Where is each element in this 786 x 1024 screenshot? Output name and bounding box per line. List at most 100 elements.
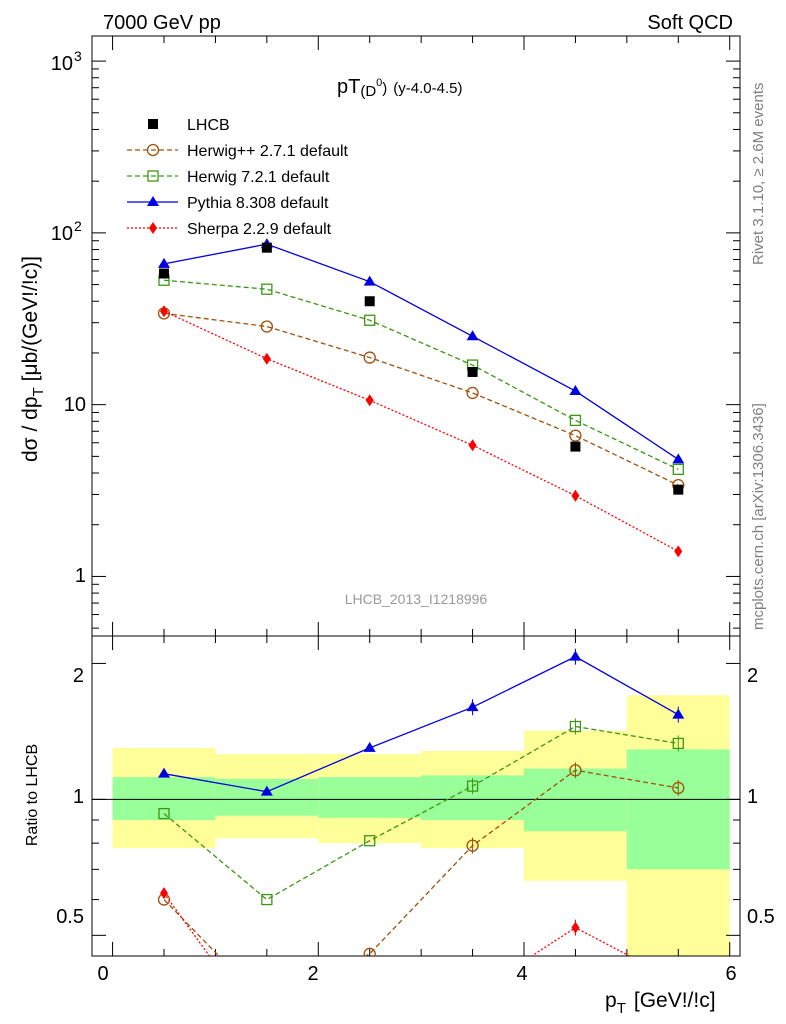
sherpa-2-2-9-default-point — [571, 489, 580, 502]
inner-band-bin — [524, 768, 627, 832]
legend-marker-sherpa-2-2-9-default — [149, 222, 157, 234]
herwig-2-7-1-default-point — [569, 764, 582, 777]
sherpa-2-2-9-default-point — [571, 921, 580, 934]
header-right: Soft QCD — [647, 12, 733, 34]
ratio-tick-label-0.5-right: 0.5 — [747, 906, 775, 928]
pythia-8-308-default-point — [363, 275, 376, 286]
sherpa-2-2-9-default-point — [674, 545, 683, 558]
herwig-7-2-1-default-point — [569, 720, 582, 733]
y-axis-title-main: dσ / dp — [19, 396, 42, 462]
sherpa-2-2-9-default-point — [160, 305, 168, 318]
herwig-2-7-1-default-line — [163, 312, 679, 486]
x-axis-title-sub: T — [617, 1000, 626, 1017]
inner-band-bin — [626, 749, 730, 870]
pythia-8-308-default-point — [260, 785, 273, 796]
legend-label-lhcb: LHCB — [187, 117, 230, 134]
herwig-2-7-1-default-line — [163, 769, 679, 956]
ratio-axis-title: Ratio to LHCB — [24, 744, 41, 846]
sherpa-2-2-9-default-point — [365, 394, 374, 407]
herwig-7-2-1-default-point — [672, 737, 684, 750]
plot-title-main: pT — [337, 76, 360, 98]
ratio-plot-frame — [91, 635, 741, 957]
sherpa-2-2-9-default-line — [163, 892, 631, 956]
pythia-8-308-default-point — [672, 453, 685, 464]
pythia-8-308-default-point — [466, 701, 479, 712]
herwig-2-7-1-default-point — [569, 429, 582, 442]
plot-title-sup: 0 — [376, 77, 382, 89]
ratio-tick-label-1: 1 — [73, 786, 84, 808]
x-tick-label-6: 6 — [725, 963, 736, 985]
pythia-8-308-default-point — [466, 330, 479, 341]
lhcb-point — [159, 268, 169, 279]
y-axis-title-sub: T — [30, 387, 47, 396]
ratio-tick-label-2: 2 — [73, 665, 84, 687]
plot-title-sub: (D — [360, 83, 376, 100]
plot-title-close: ) — [382, 80, 387, 97]
pythia-8-308-default-point — [569, 385, 582, 396]
y-tick-label-1000-exp: 3 — [74, 48, 82, 64]
pythia-8-308-default-line — [163, 655, 679, 793]
y-tick-label-1000: 10 — [51, 53, 73, 75]
sherpa-2-2-9-default-line — [163, 310, 679, 552]
x-axis-title-unit: [GeV!/!c] — [634, 989, 716, 1012]
lhcb-point — [673, 484, 684, 495]
y-tick-label-1: 1 — [75, 565, 86, 587]
legend-marker-herwig-7-2-1-default — [147, 170, 159, 182]
x-tick-labels: 0 2 4 6 — [97, 963, 736, 985]
lhcb-point — [261, 242, 272, 253]
sherpa-2-2-9-default-point — [262, 352, 271, 365]
herwig-7-2-1-default-line — [163, 725, 679, 901]
inner-band-bin — [215, 778, 319, 816]
ratio-tick-label-2-right: 2 — [747, 665, 758, 687]
y-tick-label-100: 10 — [51, 223, 73, 245]
sherpa-2-2-9-default-point — [674, 976, 682, 988]
x-axis-title: pT [GeV!/!c] — [605, 989, 716, 1017]
pythia-8-308-default-point — [158, 257, 170, 268]
x-tick-label-4: 4 — [516, 963, 527, 985]
y-tick-label-10: 10 — [64, 394, 86, 416]
herwig-2-7-1-default-point — [466, 839, 479, 852]
herwig-2-7-1-default-point — [363, 351, 376, 364]
sherpa-2-2-9-default-point — [160, 887, 168, 900]
sherpa-2-2-9-default-point — [468, 439, 477, 452]
inner-band-bin — [318, 777, 422, 818]
y-axis-title: dσ / dpT [μb/(GeV!/!c)] — [19, 256, 47, 462]
legend-label-herwig-2-7-1-default: Herwig++ 2.7.1 default — [187, 143, 349, 160]
plot-title-range: (y-4.0-4.5) — [393, 80, 462, 97]
pythia-8-308-default-point — [363, 741, 376, 752]
axis-ticks — [92, 36, 740, 956]
lhcb-point — [364, 296, 375, 307]
legend-label-pythia-8-308-default: Pythia 8.308 default — [187, 195, 329, 212]
legend-label-herwig-7-2-1-default: Herwig 7.2.1 default — [187, 169, 330, 186]
herwig-2-7-1-default-point — [363, 947, 376, 956]
source-label: mcplots.cern.ch [arXiv:1306.3436] — [750, 403, 767, 630]
lhcb-point — [467, 366, 478, 377]
x-tick-label-2: 2 — [307, 963, 318, 985]
herwig-7-2-1-default-line — [163, 279, 679, 470]
legend-label-sherpa-2-2-9-default: Sherpa 2.2.9 default — [187, 221, 332, 238]
pythia-8-308-default-point — [672, 708, 685, 719]
herwig-7-2-1-default-point — [466, 780, 479, 792]
x-tick-label-0: 0 — [97, 963, 108, 985]
sherpa-2-2-9-default-point — [469, 988, 477, 1000]
herwig-7-2-1-default-point — [672, 463, 684, 476]
header-left: 7000 GeV pp — [103, 12, 221, 34]
svg-text:dσ / dpT[μb/(GeV!/!c)]: dσ / dpT [μb/(GeV!/!c)] — [19, 256, 47, 462]
y-tick-label-100-exp: 2 — [74, 218, 82, 234]
herwig-7-2-1-default-point — [569, 414, 582, 427]
ratio-tick-label-0.5: 0.5 — [56, 906, 84, 928]
legend-marker-lhcb — [148, 119, 158, 129]
herwig-7-2-1-default-point — [261, 283, 273, 295]
plot-title: pT(D0) (y-4.0-4.5) — [337, 76, 462, 100]
ratio-uncertainty-bands — [112, 695, 730, 956]
x-axis-title-main: p — [605, 989, 617, 1012]
herwig-7-2-1-default-point — [364, 835, 376, 847]
herwig-2-7-1-default-point — [261, 1000, 272, 1011]
ratio-plot-series — [157, 648, 685, 1011]
herwig-7-2-1-default-point — [158, 807, 170, 820]
herwig-2-7-1-default-point — [466, 386, 479, 400]
ratio-y-tick-labels: 0.5 1 2 0.5 1 2 — [56, 665, 775, 928]
rivet-label: Rivet 3.1.10, ≥ 2.6M events — [750, 83, 767, 266]
herwig-7-2-1-default-point — [261, 893, 273, 906]
